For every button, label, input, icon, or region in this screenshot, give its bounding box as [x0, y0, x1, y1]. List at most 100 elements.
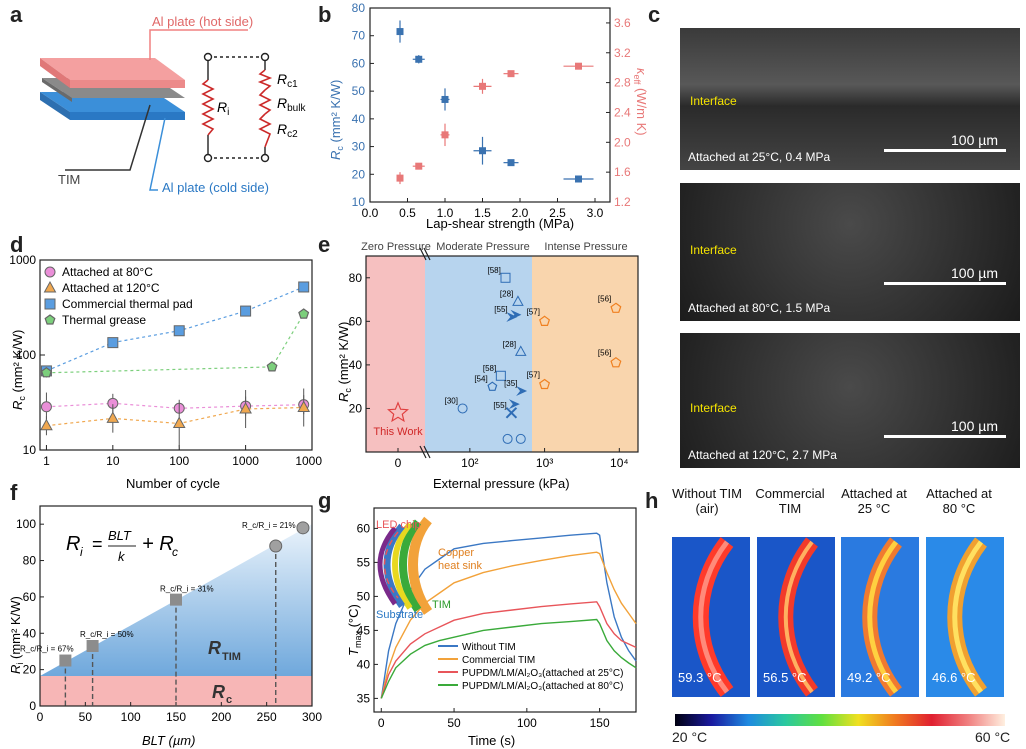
x-tick-label: 100: [169, 454, 189, 468]
data-point: [396, 28, 404, 36]
rc-sub: c: [226, 694, 232, 706]
x-tick-label: 1.5: [474, 206, 491, 220]
y2-tick-label: 2.0: [614, 135, 631, 149]
legend-marker: [44, 298, 56, 310]
ratio-label: R_c/R_i = 50%: [80, 630, 134, 639]
sem-image-80c: Interface 100 µm Attached at 80°C, 1.5 M…: [680, 183, 1020, 321]
panel-label-f: f: [10, 480, 18, 505]
x-tick-label: 2.5: [549, 206, 566, 220]
panel-b-chart: Lap-shear strength (MPa) Rc (mm² K/W) κe…: [328, 1, 648, 231]
inset-tim-label: TIM: [432, 599, 451, 611]
series-line: [380, 601, 637, 699]
x-axis-label: BLT (µm): [142, 733, 195, 748]
y-tick-label: 60: [357, 521, 371, 535]
legend-label: PUPDM/LM/Al₂O₃(attached at 80°C): [462, 681, 623, 692]
axis-break: [423, 247, 431, 261]
y-tick-label: 50: [357, 589, 371, 603]
inset-chip-layer: [377, 526, 398, 606]
data-point: [107, 337, 119, 349]
data-point: [510, 309, 522, 320]
equation-lhs: R: [66, 533, 80, 555]
ratio-label: R_c/R_i = 31%: [160, 584, 214, 593]
data-point: [500, 272, 511, 283]
data-point: [575, 175, 582, 183]
ref-label: [58]: [483, 364, 496, 373]
y-axis-label: Tmax (°C): [346, 604, 363, 656]
y2-tick-label: 1.6: [614, 165, 631, 179]
this-work-marker: [387, 401, 409, 423]
x-tick-label: 100: [121, 710, 141, 724]
node: [260, 52, 270, 62]
y2-tick-label: 1.2: [614, 195, 631, 209]
x-tick-label: 200: [211, 710, 231, 724]
data-point: [240, 305, 252, 317]
data-point: [479, 82, 486, 90]
scale-bar-label: 100 µm: [951, 132, 998, 148]
y-tick-label: 40: [357, 657, 371, 671]
thermal-temp: 49.2 °C: [847, 670, 891, 685]
x-tick-label: 1: [43, 454, 50, 468]
cold-label: Al plate (cold side): [162, 180, 269, 195]
data-point: [514, 345, 527, 356]
sem-caption: Attached at 80°C, 1.5 MPa: [688, 301, 831, 315]
y-tick-label: 55: [357, 555, 371, 569]
plot-frame: [369, 7, 611, 203]
data-point: [296, 521, 310, 535]
thermal-temp: 56.5 °C: [763, 670, 807, 685]
thermal-temp: 46.6 °C: [932, 670, 976, 685]
sem-image-120c: Interface 100 µm Attached at 120°C, 2.7 …: [680, 333, 1020, 468]
ri-label: Ri: [217, 99, 229, 118]
y-tick-label: 80: [23, 554, 37, 568]
rtim-label: R: [208, 638, 221, 658]
sem-image-25c: Interface 100 µm Attached at 25°C, 0.4 M…: [680, 28, 1020, 170]
inset-led-chip: [383, 531, 399, 599]
hot-label: Al plate (hot side): [152, 14, 253, 29]
equation-equals: =: [92, 534, 103, 554]
data-point: [508, 399, 520, 410]
y-axis-label: Rc (mm² K/W): [10, 330, 27, 410]
data-point: [516, 386, 528, 397]
data-point: [298, 308, 310, 319]
interface-label: Interface: [690, 243, 737, 257]
data-point: [515, 433, 526, 444]
thermal-image-no-tim: 59.3 °C: [672, 537, 750, 697]
data-point: [297, 400, 311, 413]
x-axis-label: External pressure (kPa): [433, 476, 570, 491]
data-point: [415, 55, 423, 63]
rc-label: R: [212, 682, 225, 702]
legend-marker: [44, 266, 56, 278]
legend-label: PUPDM/LM/Al₂O₃(attached at 25°C): [462, 668, 623, 679]
legend-marker: [43, 280, 57, 293]
panel-label-d: d: [10, 232, 24, 257]
data-point: [512, 295, 524, 306]
y-tick-label: 100: [16, 517, 36, 531]
rbulk-label: Rbulk: [277, 95, 306, 114]
x-tick-label: 0: [378, 716, 385, 730]
ref-label: [58]: [488, 266, 501, 275]
panel-a-schematic: Al plate (hot side) TIM Al plate (cold s…: [40, 14, 306, 195]
x-tick-label: 150: [166, 710, 186, 724]
data-point: [173, 325, 185, 337]
ref-label: [28]: [503, 340, 516, 349]
data-point: [539, 378, 551, 390]
interface-label: Interface: [690, 94, 737, 108]
x-tick-label: 3.0: [587, 206, 604, 220]
resistor-rbulk: [258, 89, 272, 115]
x-tick-label: 10³: [536, 456, 553, 470]
legend-label: Commercial thermal pad: [62, 297, 193, 311]
data-point: [170, 593, 182, 606]
thermal-image-commercial: 56.5 °C: [757, 537, 835, 697]
region-label: Moderate Pressure: [436, 241, 530, 253]
panel-f-chart: BLT (µm) Ri (mm² K/W) 0 50 100 150 200 250 300…: [8, 505, 322, 748]
data-point: [539, 315, 551, 327]
equation-rhs-sub: c: [172, 545, 178, 559]
this-work-label: This Work: [373, 426, 423, 438]
thermal-image-25c: 49.2 °C: [841, 537, 919, 697]
ref-label: [57]: [527, 307, 540, 316]
y-axis-label: Ri (mm² K/W): [8, 596, 25, 674]
node: [203, 52, 213, 62]
region-label: Intense Pressure: [544, 241, 627, 253]
x-tick-label: 10000: [295, 454, 322, 468]
axis-break: [419, 247, 427, 261]
thermal-label-25c: Attached at 25 °C: [841, 486, 907, 516]
